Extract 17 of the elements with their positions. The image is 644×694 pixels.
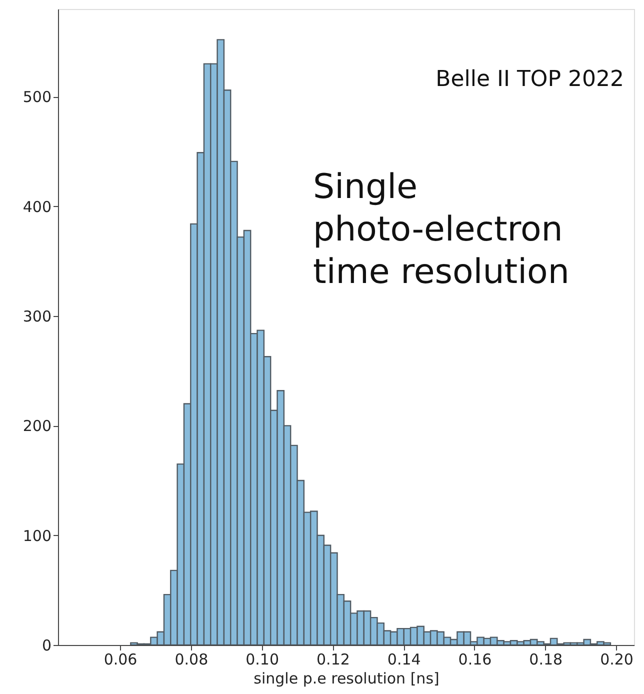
y-tick-label: 200 [22,417,52,436]
y-tick-label: 0 [42,636,52,654]
x-tick-label: 0.14 [387,650,421,668]
x-tick-label: 0.16 [458,650,492,668]
annotation: Single photo-electron time resolution [313,167,570,292]
x-tick-label: 0.18 [529,650,563,668]
x-tick-label: 0.20 [600,650,634,668]
x-tick-label: 0.08 [174,650,208,668]
annotation: Belle II TOP 2022 [436,67,624,92]
y-tick-label: 500 [22,88,52,106]
x-axis-title: single p.e resolution [ns] [254,670,440,688]
x-tick-label: 0.10 [246,650,280,668]
y-tick-label: 400 [22,198,52,216]
x-tick-label: 0.12 [316,650,350,668]
x-tick-label: 0.06 [104,650,138,668]
y-tick-label: 100 [22,526,52,545]
y-tick-label: 300 [22,308,52,326]
